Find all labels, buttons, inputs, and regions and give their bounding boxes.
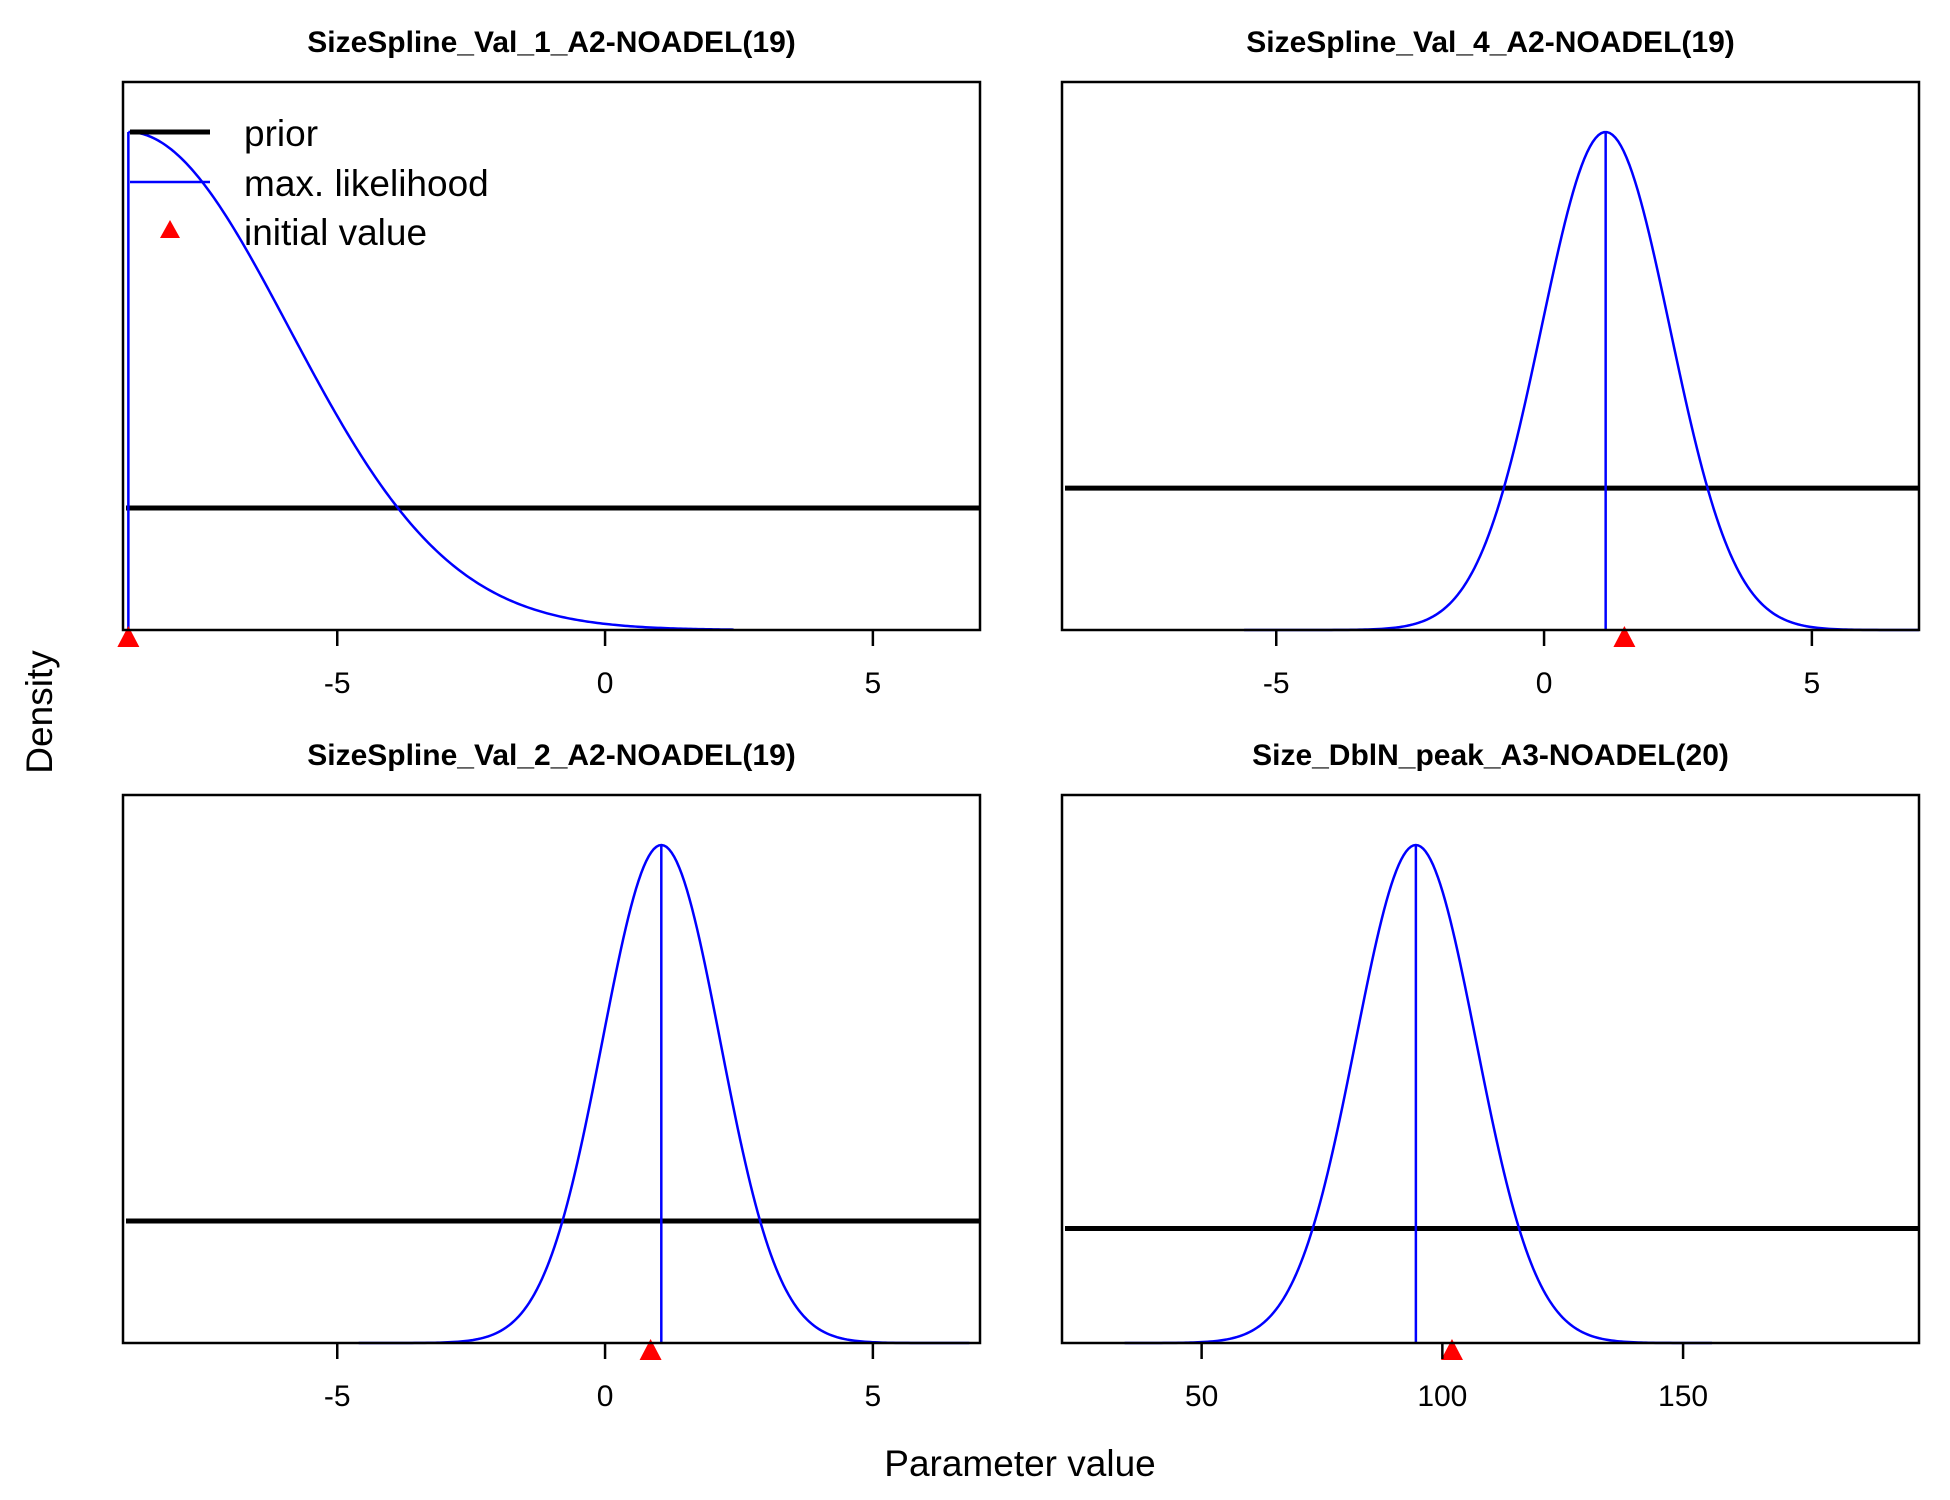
panel-title: SizeSpline_Val_4_A2-NOADEL(19) <box>1246 26 1735 59</box>
x-axis-title: Parameter value <box>884 1443 1155 1484</box>
plot-frame <box>121 793 982 1345</box>
legend: prior max. likelihood initial value <box>130 113 489 253</box>
x-tick-label: 5 <box>865 1380 882 1413</box>
x-tick-label: -5 <box>324 1380 351 1413</box>
initial-value-marker <box>639 1339 662 1360</box>
likelihood-curve <box>128 130 734 631</box>
panel-2: SizeSpline_Val_4_A2-NOADEL(19) -5 0 5 <box>1060 26 1921 700</box>
plot-frame <box>121 80 982 632</box>
panel-title: Size_DblN_peak_A3-NOADEL(20) <box>1252 739 1729 772</box>
panel-4: Size_DblN_peak_A3-NOADEL(20) 50 100 150 <box>1060 739 1921 1413</box>
x-tick-label: 5 <box>1804 667 1821 700</box>
initial-value-marker <box>1613 626 1636 647</box>
x-tick-label: 0 <box>1536 667 1553 700</box>
legend-label-max-likelihood: max. likelihood <box>244 163 489 204</box>
panel-1: SizeSpline_Val_1_A2-NOADEL(19) -5 0 5 <box>117 26 982 700</box>
legend-label-initial-value: initial value <box>244 212 427 253</box>
x-axis: -5 0 5 <box>324 1343 881 1413</box>
x-tick-label: 50 <box>1185 1380 1218 1413</box>
panel-title: SizeSpline_Val_2_A2-NOADEL(19) <box>307 739 796 772</box>
plot-frame <box>1060 80 1921 632</box>
likelihood-curve <box>358 843 970 1345</box>
likelihood-curve <box>1124 843 1712 1345</box>
initial-value-marker <box>1440 1339 1463 1360</box>
x-tick-label: 0 <box>597 667 614 700</box>
panel-3: SizeSpline_Val_2_A2-NOADEL(19) -5 0 5 <box>121 739 982 1413</box>
plot-frame <box>1060 793 1921 1345</box>
x-tick-label: -5 <box>324 667 351 700</box>
x-tick-label: -5 <box>1263 667 1290 700</box>
x-tick-label: 100 <box>1417 1380 1467 1413</box>
x-tick-label: 0 <box>597 1380 614 1413</box>
x-axis: -5 0 5 <box>324 630 881 700</box>
initial-value-marker <box>117 626 140 647</box>
panels-group: SizeSpline_Val_1_A2-NOADEL(19)-5 0 5SizeSp… <box>117 26 1921 1413</box>
y-axis-title: Density <box>19 650 60 774</box>
x-axis: -5 0 5 <box>1263 630 1820 700</box>
legend-label-prior: prior <box>244 113 318 154</box>
x-axis: 50 100 150 <box>1185 1343 1708 1413</box>
legend-swatch-initial-value <box>160 220 180 238</box>
likelihood-curve <box>1244 130 1919 632</box>
x-tick-label: 150 <box>1658 1380 1708 1413</box>
x-tick-label: 5 <box>865 667 882 700</box>
panel-title: SizeSpline_Val_1_A2-NOADEL(19) <box>307 26 796 59</box>
